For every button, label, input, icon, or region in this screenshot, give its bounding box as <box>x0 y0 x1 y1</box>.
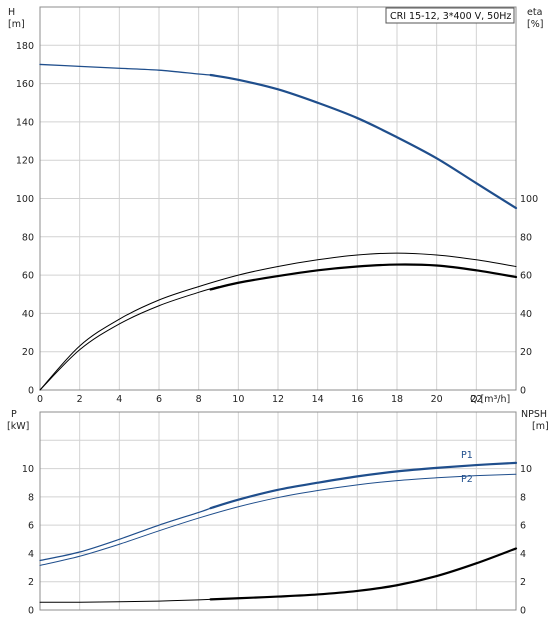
series-line-1-0 <box>39 507 212 562</box>
eta-axis-label: eta <box>527 7 542 18</box>
series-line-1-4 <box>209 547 518 601</box>
x-tick-label: 16 <box>351 394 363 405</box>
power-panel-frame <box>39 411 517 611</box>
chart-title: CRI 15-12, 3*400 V, 50Hz <box>390 11 511 22</box>
flow-axis-label: Q [m³/h] <box>470 394 510 405</box>
head-panel-frame <box>39 6 517 391</box>
y-left-tick-label: 180 <box>16 41 34 52</box>
y-left-tick-label: 160 <box>16 79 34 90</box>
series-line-0-4 <box>209 263 518 291</box>
y-right-tick-label: 0 <box>520 606 526 617</box>
x-tick-label: 4 <box>116 394 122 405</box>
y-right-tick-label: 6 <box>520 521 526 532</box>
y-left-tick-label: 4 <box>28 549 34 560</box>
series-line-0-2 <box>39 252 517 391</box>
y-left-tick-label: 8 <box>28 492 34 503</box>
x-tick-label: 10 <box>232 394 244 405</box>
series-line-0-0 <box>39 63 212 76</box>
x-tick-label: 22 <box>470 394 482 405</box>
y-left-tick-label: 100 <box>16 194 34 205</box>
y-right-tick-label: 2 <box>520 577 526 588</box>
x-tick-label: 18 <box>391 394 403 405</box>
y-left-tick-label: 120 <box>16 156 34 167</box>
series-line-0-1 <box>209 73 518 210</box>
x-tick-label: 8 <box>196 394 202 405</box>
y-left-tick-label: 0 <box>28 606 34 617</box>
y-left-tick-label: 140 <box>16 117 34 128</box>
y-right-tick-label: 40 <box>520 309 532 320</box>
y-left-tick-label: 20 <box>22 347 34 358</box>
y-right-tick-label: 60 <box>520 271 532 282</box>
x-tick-label: 12 <box>272 394 284 405</box>
series-label-p2: P2 <box>461 474 473 485</box>
chart-title-box <box>385 7 515 24</box>
y-left-tick-label: 2 <box>28 577 34 588</box>
head-efficiency-panel: 0 20 40 60 80 100 120 140 160 180 0 20 40 60 80 100 0 2… <box>8 6 543 405</box>
y-left-tick-label: 60 <box>22 271 34 282</box>
y-right-tick-label: 100 <box>520 194 538 205</box>
y-left-tick-label: 6 <box>28 521 34 532</box>
x-tick-label: 2 <box>77 394 83 405</box>
y-left-tick-label: 10 <box>22 464 34 475</box>
series-line-1-3 <box>39 598 212 603</box>
npsh-axis-label: NPSH <box>521 409 547 420</box>
power-axis-unit: [kW] <box>7 421 29 432</box>
x-tick-label: 0 <box>37 394 43 405</box>
head-axis-label: H <box>8 7 15 18</box>
series-label-p1: P1 <box>461 450 473 461</box>
y-right-tick-label: 0 <box>520 386 526 397</box>
head-axis-unit: [m] <box>8 19 25 30</box>
x-tick-label: 6 <box>156 394 162 405</box>
x-tick-label: 14 <box>312 394 324 405</box>
series-line-1-1 <box>209 461 518 510</box>
y-left-tick-label: 40 <box>22 309 34 320</box>
y-right-tick-label: 80 <box>520 232 532 243</box>
power-axis-label: P <box>11 409 17 420</box>
y-left-tick-label: 80 <box>22 232 34 243</box>
npsh-axis-unit: [m] <box>532 421 549 432</box>
power-npsh-panel: 0 2 4 6 8 10 0 2 4 6 8 10 P [kW] NPSH [m] P1 P2 <box>7 409 549 617</box>
y-right-tick-label: 4 <box>520 549 526 560</box>
series-line-1-2 <box>39 473 517 566</box>
y-right-tick-label: 8 <box>520 492 526 503</box>
series-line-0-3 <box>39 286 219 391</box>
y-right-tick-label: 10 <box>520 464 532 475</box>
y-right-tick-label: 20 <box>520 347 532 358</box>
x-tick-label: 20 <box>431 394 443 405</box>
y-left-tick-label: 0 <box>28 386 34 397</box>
eta-axis-unit: [%] <box>527 19 543 30</box>
